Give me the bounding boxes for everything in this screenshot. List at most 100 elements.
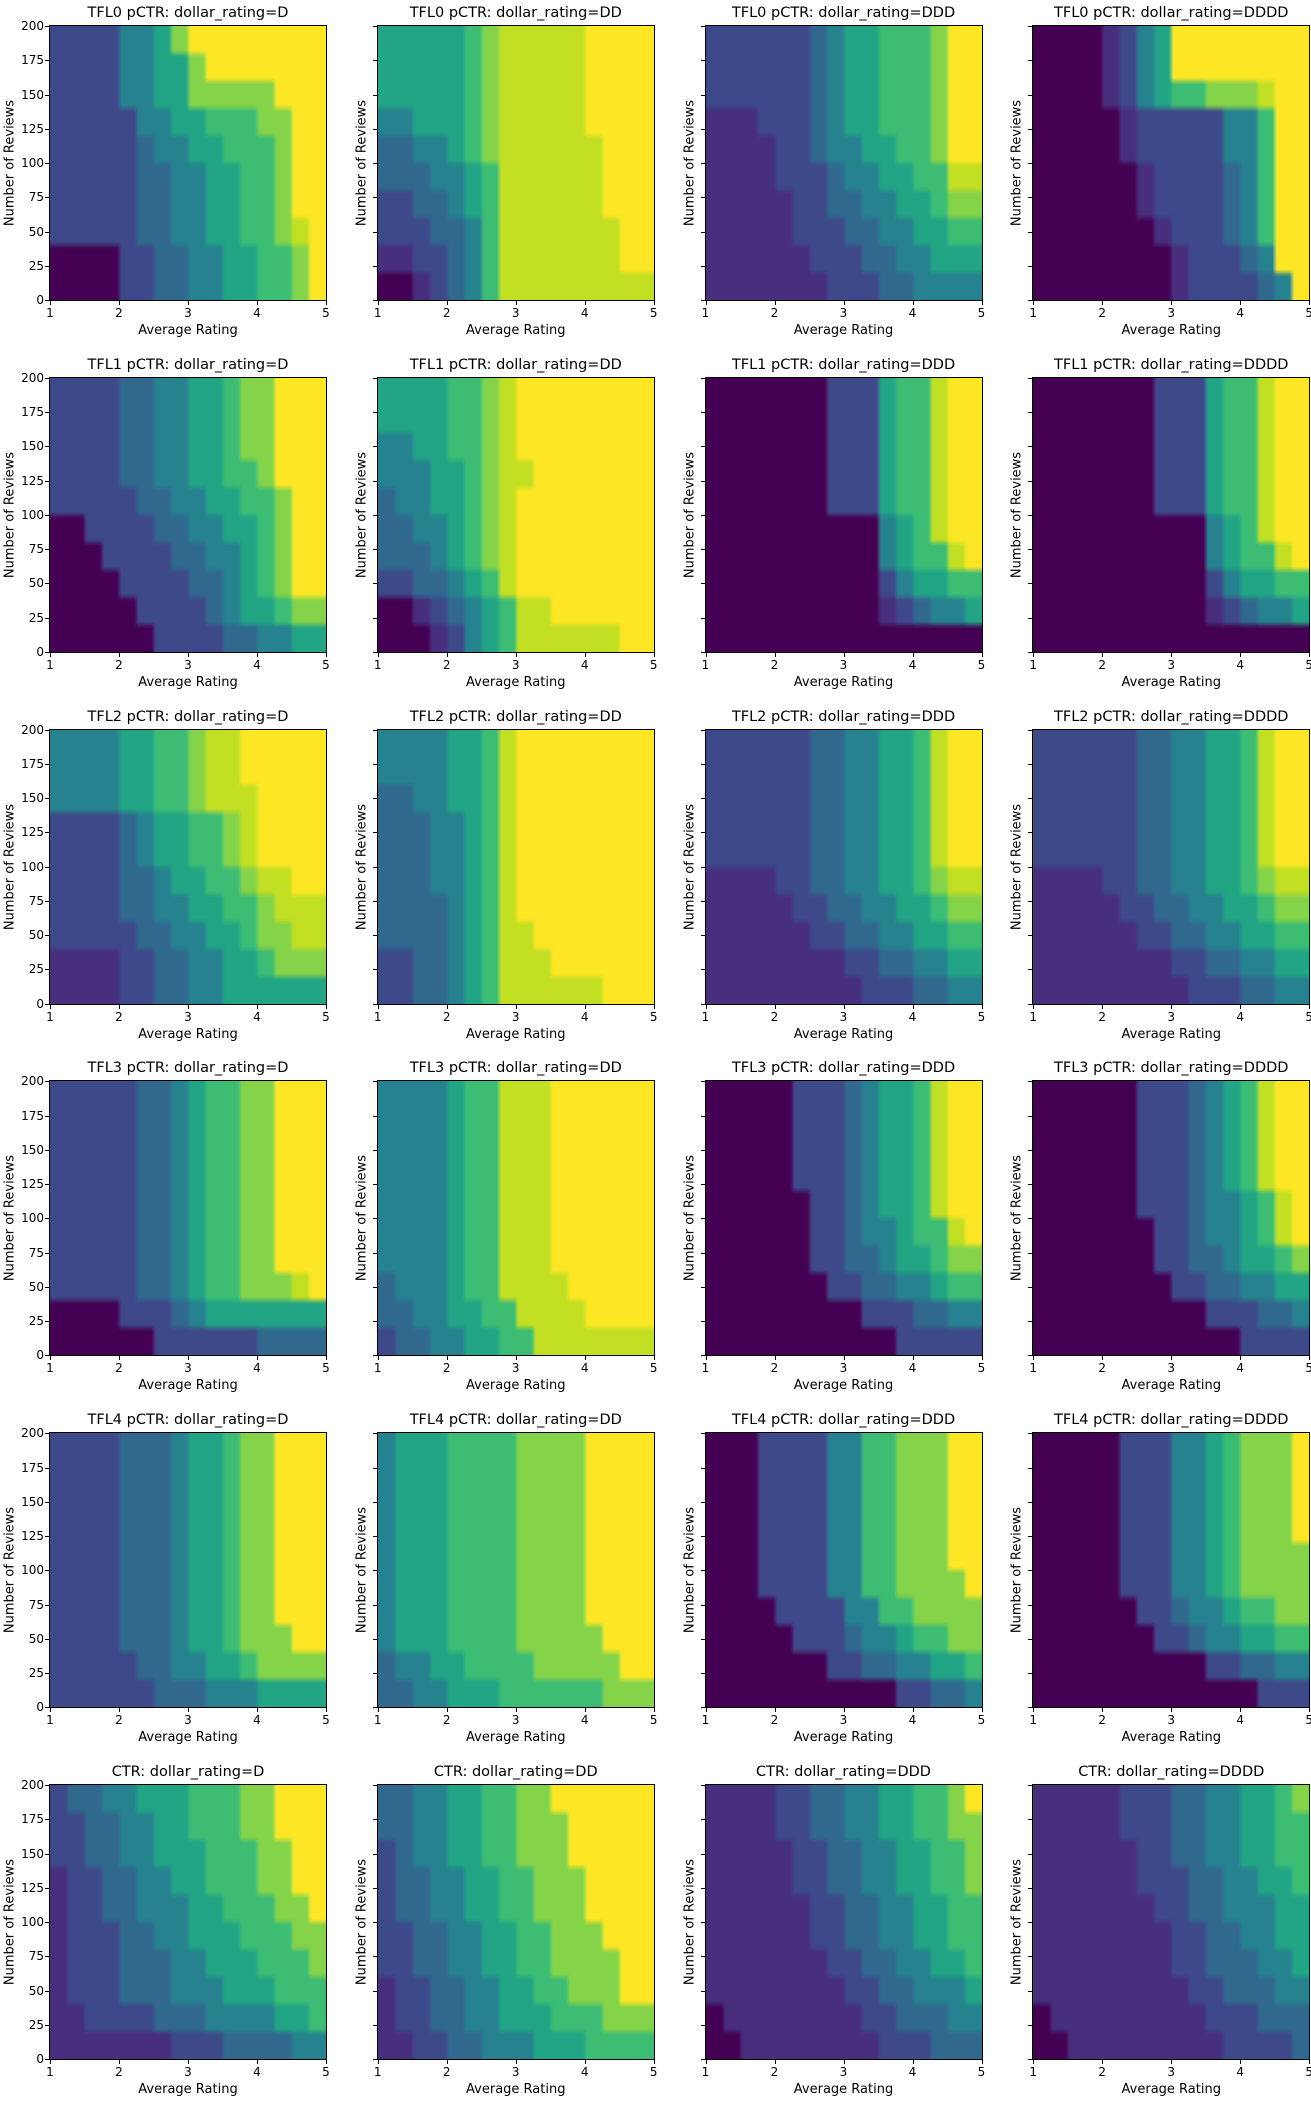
x-tick-label: 2 xyxy=(1098,306,1107,320)
x-tick-label: 3 xyxy=(1167,1009,1176,1024)
y-tick-mark xyxy=(45,1003,49,1005)
x-tick-label: 5 xyxy=(322,1361,330,1376)
y-tick-mark xyxy=(372,1785,377,1787)
x-tick-label: 2 xyxy=(442,657,451,672)
x-tick-mark xyxy=(653,1708,655,1713)
y-tick-label: 75 xyxy=(28,190,44,205)
y-tick-mark xyxy=(700,1707,705,1709)
y-axis-label: Number of Reviews xyxy=(682,99,697,227)
y-tick-mark xyxy=(45,60,49,62)
x-tick-label: 5 xyxy=(977,1009,986,1024)
contour-plot-canvas xyxy=(705,1081,982,1356)
y-tick-mark xyxy=(372,1433,377,1435)
x-tick-mark xyxy=(1033,1004,1035,1009)
plot-frame xyxy=(49,1080,327,1357)
y-tick-label: 0 xyxy=(36,996,44,1011)
x-tick-mark xyxy=(257,2060,258,2065)
y-tick-mark xyxy=(1028,2024,1033,2026)
x-tick-label: 2 xyxy=(442,1361,451,1376)
x-tick-label: 1 xyxy=(373,1713,382,1728)
subplot-title: TFL1 pCTR: dollar_rating=D xyxy=(87,356,289,373)
y-tick-mark xyxy=(1028,480,1033,482)
y-axis-label: Number of Reviews xyxy=(354,451,370,578)
x-tick-label: 2 xyxy=(1098,1009,1107,1024)
y-tick-mark xyxy=(45,763,49,765)
x-tick-mark xyxy=(705,652,707,657)
y-tick-mark xyxy=(700,935,705,937)
x-tick-label: 4 xyxy=(908,1009,917,1024)
y-tick-mark xyxy=(45,1922,49,1924)
x-tick-label: 2 xyxy=(770,657,779,672)
x-tick-mark xyxy=(1033,2060,1035,2065)
y-tick-mark xyxy=(372,1355,377,1357)
x-tick-label: 1 xyxy=(373,1009,382,1024)
x-tick-mark xyxy=(119,652,120,657)
x-tick-label: 4 xyxy=(580,657,589,672)
x-tick-mark xyxy=(981,1356,983,1361)
x-tick-label: 3 xyxy=(839,1713,848,1728)
x-tick-mark xyxy=(705,2060,707,2065)
y-tick-mark xyxy=(1028,265,1033,267)
x-tick-mark xyxy=(1309,1708,1311,1713)
x-tick-mark xyxy=(653,2060,655,2065)
subplot-title: CTR: dollar_rating=D xyxy=(111,1764,265,1781)
subplot: TFL0 pCTR: dollar_rating=DD Number of Rev… xyxy=(328,0,658,351)
x-tick-mark xyxy=(50,1356,51,1361)
subplot-title: TFL0 pCTR: dollar_rating=DDD xyxy=(731,5,956,21)
y-tick-label: 25 xyxy=(28,1666,44,1681)
y-axis-label: Number of Reviews xyxy=(1009,1155,1025,1282)
y-tick-label: 0 xyxy=(36,1700,44,1715)
x-tick-label: 4 xyxy=(253,1009,261,1024)
y-tick-label: 150 xyxy=(21,791,44,806)
subplot: TFL3 pCTR: dollar_rating=DD Number of Rev… xyxy=(328,1055,658,1406)
x-tick-label: 2 xyxy=(770,2065,779,2080)
y-tick-mark xyxy=(1028,1785,1033,1787)
y-tick-mark xyxy=(1028,1990,1033,1992)
contour-plot-canvas xyxy=(50,377,326,652)
x-tick-label: 4 xyxy=(580,2065,589,2080)
x-tick-label: 1 xyxy=(1029,657,1038,672)
y-tick-mark xyxy=(372,583,377,585)
subplot-title: TFL4 pCTR: dollar_rating=DDDD xyxy=(1054,1412,1289,1429)
y-tick-mark xyxy=(1028,514,1033,516)
x-axis-label: Average Rating xyxy=(466,2082,566,2098)
y-tick-mark xyxy=(1028,1922,1033,1924)
y-tick-mark xyxy=(45,480,49,482)
x-tick-mark xyxy=(843,301,845,305)
x-tick-label: 5 xyxy=(649,1361,658,1376)
x-tick-mark xyxy=(912,652,914,657)
y-tick-mark xyxy=(372,1321,377,1323)
y-tick-label: 175 xyxy=(21,1460,44,1475)
y-tick-mark xyxy=(45,2024,49,2026)
plot-frame xyxy=(1032,376,1311,653)
subplot-title: TFL2 pCTR: dollar_rating=DDDD xyxy=(1054,708,1289,725)
x-tick-label: 1 xyxy=(701,657,710,672)
y-tick-mark xyxy=(45,1887,49,1889)
y-tick-mark xyxy=(45,412,49,414)
x-tick-mark xyxy=(912,1356,914,1361)
y-tick-mark xyxy=(1028,300,1033,301)
x-tick-mark xyxy=(188,1004,189,1009)
y-tick-mark xyxy=(372,1638,377,1640)
y-tick-mark xyxy=(372,617,377,619)
x-axis-label: Average Rating xyxy=(1121,2082,1221,2098)
x-tick-label: 3 xyxy=(184,1361,192,1376)
x-tick-mark xyxy=(653,301,655,305)
y-tick-mark xyxy=(1028,1149,1033,1151)
y-tick-label: 100 xyxy=(21,1563,44,1578)
x-tick-mark xyxy=(912,1004,914,1009)
x-tick-mark xyxy=(1033,1708,1035,1713)
y-tick-mark xyxy=(45,617,49,619)
x-tick-label: 1 xyxy=(1029,1009,1038,1024)
y-tick-label: 25 xyxy=(28,258,44,273)
x-tick-label: 5 xyxy=(1305,306,1311,320)
y-tick-mark xyxy=(372,446,377,448)
x-tick-label: 5 xyxy=(649,306,658,320)
subplot-title: TFL0 pCTR: dollar_rating=DDDD xyxy=(1054,5,1289,21)
contour-plot-canvas xyxy=(1033,26,1310,300)
y-tick-mark xyxy=(700,969,705,971)
x-axis-label: Average Rating xyxy=(466,1730,566,1746)
y-tick-mark xyxy=(700,1184,705,1186)
x-tick-mark xyxy=(1102,1004,1104,1009)
x-tick-label: 4 xyxy=(253,1713,261,1728)
